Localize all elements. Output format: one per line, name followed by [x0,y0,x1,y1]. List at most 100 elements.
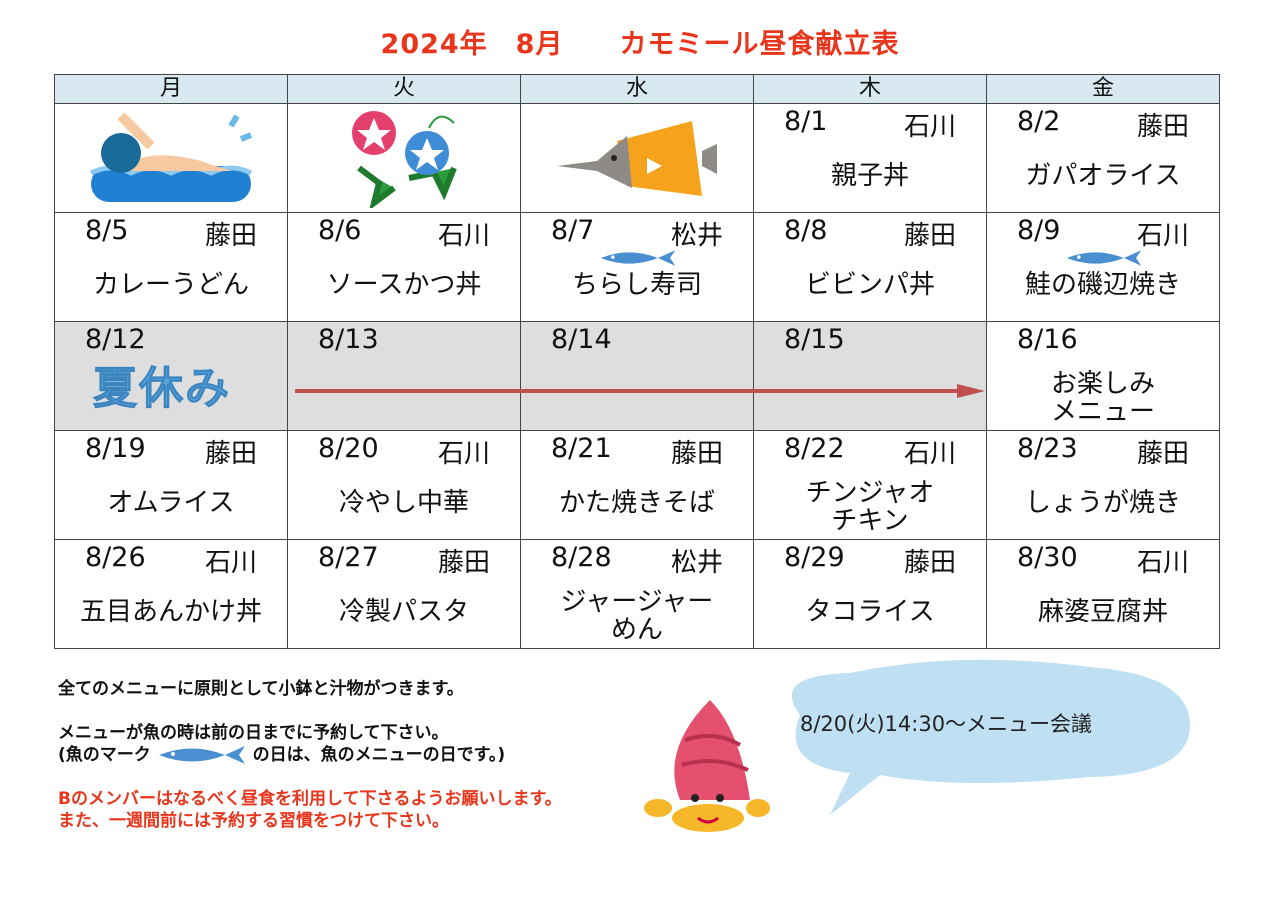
note-fish-mark: (魚のマーク の日は、魚のメニューの日です。) [58,745,506,765]
menu-calendar: 月火水木金 8/1 石川 親子丼 8/2 藤田 ガパオライス 8/5 藤田 カレーうどん 8/6 石… [54,74,1220,649]
meeting-note: 8/20(火)14:30～メニュー会議 [800,712,1093,736]
day-cell [54,103,288,213]
day-cell: 8/19 藤田 オムライス [54,430,288,540]
summer-holiday-label: 夏休み [93,363,231,415]
page-title: 2024年 8月 カモミール昼食献立表 [380,29,900,60]
day-cell: 8/30 石川麻婆豆腐丼 [986,539,1220,649]
date: 8/2 [1017,106,1061,137]
menu-item: ちらし寿司 [571,270,702,300]
menu-item: しょうが焼き [1024,488,1181,518]
date: 8/27 [318,542,379,573]
illustration [521,104,753,212]
day-cell: 8/16 お楽しみ メニュー [986,321,1220,431]
hermit-crab-illustration [644,700,770,832]
date: 8/15 [784,324,845,355]
day-cell: 8/27 藤田冷製パスタ [287,539,521,649]
day-cell: 8/5 藤田カレーうどん [54,212,288,322]
day-cell: 8/26 石川 五目あんかけ丼 [54,539,288,649]
weekday-header: 木 [753,74,987,104]
date: 8/16 [1017,324,1078,355]
week-row: 8/12 夏休み 8/13 8/14 8/15 8/16 お楽しみ メニュー [54,321,1220,431]
fish-icon [600,250,676,266]
date: 8/9 [1017,215,1061,246]
week-row: 8/5 藤田カレーうどん 8/6 石川ソースかつ丼 8/7 松井ちらし寿司 8/8 藤田 ビビン… [54,212,1220,322]
week-row: 8/26 石川 五目あんかけ丼 8/27 藤田 冷製パスタ 8/28 松井 ジャージャー めん 8… [54,539,1220,649]
date: 8/1 [784,106,828,137]
weekday-header: 水 [520,74,754,104]
weekday-header: 月 [54,74,288,104]
menu-item: お楽しみ メニュー [1050,369,1155,427]
date: 8/5 [85,215,129,246]
staff-name: 石川 [437,439,490,469]
staff-name: 藤田 [204,439,257,469]
fish-icon [1066,250,1142,266]
staff-name: 松井 [670,548,723,578]
menu-item: タコライス [805,597,935,627]
staff-name: 藤田 [903,548,956,578]
staff-name: 松井 [670,221,723,251]
date: 8/21 [551,433,612,464]
date: 8/28 [551,542,612,573]
date: 8/20 [318,433,379,464]
staff-name: 石川 [903,439,956,469]
date: 8/23 [1017,433,1078,464]
date: 8/7 [551,215,595,246]
date: 8/14 [551,324,612,355]
day-cell [287,103,521,213]
staff-name: 藤田 [437,548,490,578]
date: 8/19 [85,433,146,464]
holiday-arrow [295,384,985,398]
note-b-members: Bのメンバーはなるべく昼食を利用して下さるようお願いします。 [58,789,562,809]
staff-name: 藤田 [1136,112,1189,142]
speech-cloud [791,659,1190,815]
menu-item: 麻婆豆腐丼 [1037,597,1168,627]
note-side-dishes: 全てのメニューに原則として小鉢と汁物がつきます。 [58,679,464,699]
day-cell [520,103,754,213]
day-cell: 8/29 藤田タコライス [753,539,987,649]
day-cell: 8/13 [287,321,521,431]
day-cell: 8/7 松井ちらし寿司 [520,212,754,322]
menu-item: 鮭の磯辺焼き [1024,270,1181,300]
day-cell: 8/20 石川冷やし中華 [287,430,521,540]
staff-name: 石川 [204,548,257,578]
staff-name: 石川 [903,112,956,142]
staff-name: 石川 [1136,221,1189,251]
day-cell: 8/12 夏休み [54,321,288,431]
day-cell: 8/21 藤田 かた焼きそば [520,430,754,540]
staff-name: 石川 [1136,548,1189,578]
notes: 全てのメニューに原則として小鉢と汁物がつきます。 メニューが魚の時は前の日までに… [58,678,562,832]
date: 8/6 [318,215,362,246]
week-row: 8/1 石川 親子丼 8/2 藤田 ガパオライス [54,103,1220,213]
menu-item: かた焼きそば [558,488,715,518]
swimmer-icon [89,111,253,202]
menu-item: チンジャオ チキン [805,478,935,536]
day-cell: 8/6 石川ソースかつ丼 [287,212,521,322]
date: 8/22 [784,433,845,464]
staff-name: 藤田 [204,221,257,251]
staff-name: 藤田 [903,221,956,251]
butterfly-fish-icon [557,120,717,196]
date: 8/26 [85,542,146,573]
menu-item: 冷やし中華 [338,488,469,518]
day-cell: 8/22 石川チンジャオ チキン [753,430,987,540]
fish-icon [158,746,245,764]
day-cell: 8/2 藤田 ガパオライス [986,103,1220,213]
day-cell: 8/23 藤田 しょうが焼き [986,430,1220,540]
day-cell: 8/8 藤田 ビビンパ丼 [753,212,987,322]
morning-glory-icon [352,111,457,208]
day-cell: 8/28 松井ジャージャー めん [520,539,754,649]
illustration [288,104,520,212]
menu-item: カレーうどん [92,270,249,300]
date: 8/13 [318,324,379,355]
menu-item: 親子丼 [830,161,909,191]
date: 8/30 [1017,542,1078,573]
menu-item: ジャージャー めん [560,587,714,645]
note-reserve-habit: また、一週間前には予約する習慣をつけて下さい。 [58,811,449,831]
date: 8/29 [784,542,845,573]
week-row: 8/19 藤田 オムライス 8/20 石川 冷やし中華 8/21 藤田 かた焼きそば 8/22 石川… [54,430,1220,540]
day-cell: 8/9 石川鮭の磯辺焼き [986,212,1220,322]
menu-item: ソースかつ丼 [326,270,482,300]
staff-name: 石川 [437,221,490,251]
menu-item: 冷製パスタ [338,597,469,627]
illustration [55,104,287,212]
